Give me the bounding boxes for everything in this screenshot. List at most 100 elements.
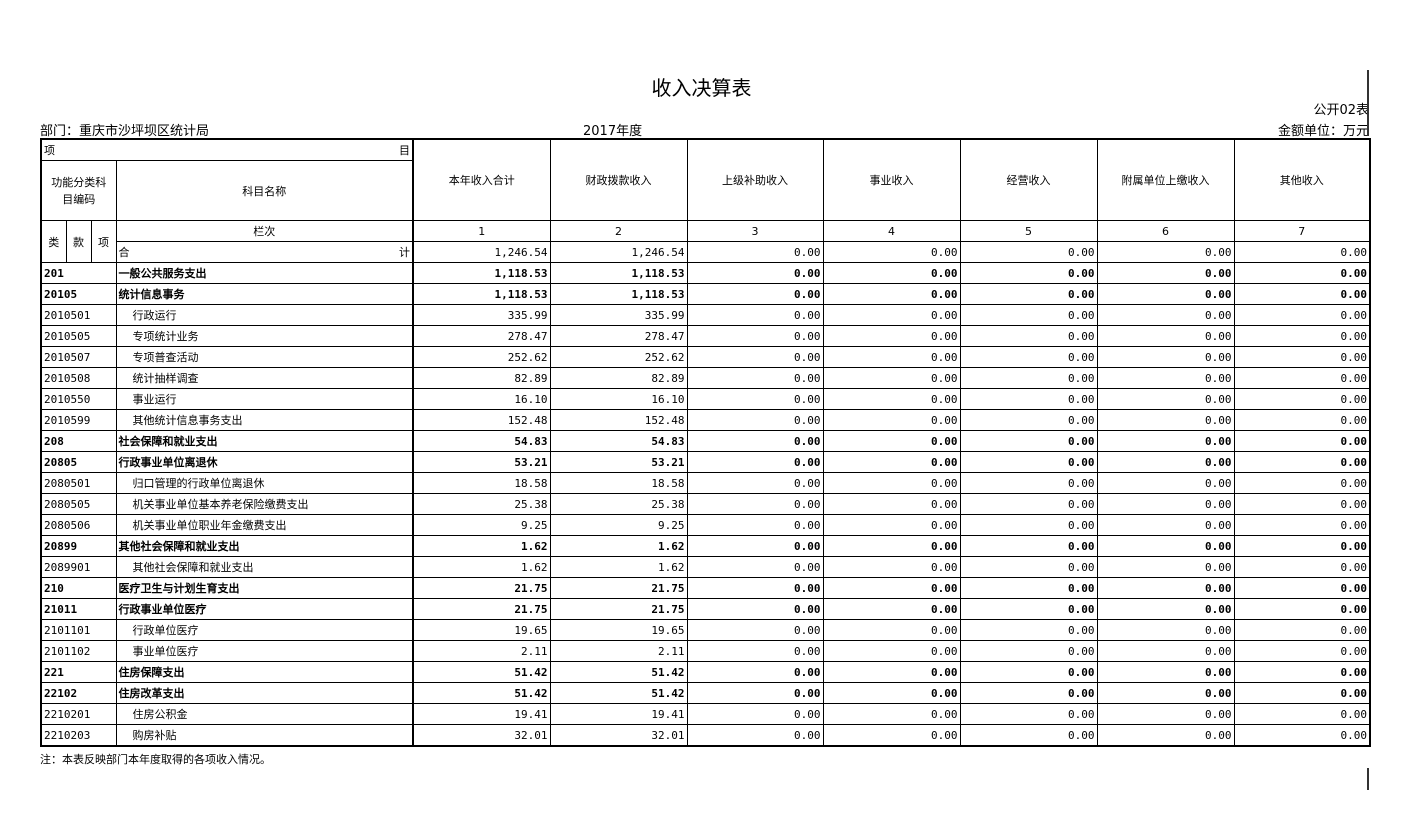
subject-code: 21011: [40, 598, 117, 620]
amount-cell: 0.00: [1096, 661, 1235, 683]
subject-code: 2010501: [40, 304, 117, 326]
col-header: 附属单位上缴收入: [1096, 138, 1235, 221]
amount-cell: 19.65: [549, 619, 688, 641]
amount-cell: 1.62: [412, 556, 551, 578]
amount-cell: 0.00: [686, 598, 824, 620]
amount-cell: 51.42: [549, 661, 688, 683]
kuan-header: 款: [65, 220, 92, 263]
amount-cell: 0.00: [822, 304, 961, 326]
code-header: 功能分类科目编码: [40, 160, 117, 221]
table-row: 201 一般公共服务支出 1,118.53 1,118.53 0.00 0.00 0.00 0…: [40, 262, 1371, 284]
amount-cell: 19.41: [549, 703, 688, 725]
total-value: 0.00: [1096, 241, 1235, 263]
amount-cell: 1.62: [549, 556, 688, 578]
amount-cell: 1,118.53: [549, 283, 688, 305]
amount-cell: 21.75: [549, 598, 688, 620]
amount-cell: 0.00: [1096, 640, 1235, 662]
col-header: 经营收入: [959, 138, 1098, 221]
amount-cell: 0.00: [686, 556, 824, 578]
subject-code: 2010508: [40, 367, 117, 389]
page-edge-mark: [1367, 768, 1369, 790]
table-row: 2101101 行政单位医疗 19.65 19.65 0.00 0.00 0.00 0.00 0…: [40, 619, 1371, 641]
amount-cell: 0.00: [1233, 661, 1371, 683]
subject-name: 机关事业单位职业年金缴费支出: [115, 514, 414, 536]
subject-code: 20105: [40, 283, 117, 305]
subject-name: 统计信息事务: [115, 283, 414, 305]
amount-cell: 53.21: [549, 451, 688, 473]
amount-cell: 0.00: [822, 640, 961, 662]
amount-cell: 1,118.53: [549, 262, 688, 284]
amount-cell: 0.00: [959, 346, 1098, 368]
amount-cell: 25.38: [549, 493, 688, 515]
subject-code: 2010507: [40, 346, 117, 368]
amount-cell: 0.00: [1096, 598, 1235, 620]
amount-cell: 278.47: [412, 325, 551, 347]
amount-cell: 0.00: [959, 430, 1098, 452]
amount-cell: 0.00: [959, 682, 1098, 704]
amount-cell: 0.00: [1233, 619, 1371, 641]
total-value: 0.00: [959, 241, 1098, 263]
subject-code: 208: [40, 430, 117, 452]
amount-cell: 0.00: [822, 325, 961, 347]
subject-name: 行政事业单位离退休: [115, 451, 414, 473]
amount-cell: 82.89: [412, 367, 551, 389]
subject-name: 医疗卫生与计划生育支出: [115, 577, 414, 599]
amount-cell: 0.00: [822, 556, 961, 578]
amount-cell: 0.00: [1233, 346, 1371, 368]
amount-cell: 0.00: [686, 619, 824, 641]
amount-cell: 0.00: [959, 598, 1098, 620]
amount-cell: 335.99: [549, 304, 688, 326]
amount-cell: 0.00: [1233, 493, 1371, 515]
amount-cell: 0.00: [1096, 703, 1235, 725]
amount-cell: 0.00: [959, 619, 1098, 641]
subject-name: 统计抽样调查: [115, 367, 414, 389]
subject-name: 机关事业单位基本养老保险缴费支出: [115, 493, 414, 515]
amount-cell: 0.00: [959, 388, 1098, 410]
total-row: 合计 1,246.54 1,246.54 0.00 0.00 0.00 0.00…: [41, 241, 1371, 263]
amount-cell: 0.00: [822, 430, 961, 452]
amount-cell: 0.00: [1233, 703, 1371, 725]
amount-cell: 0.00: [959, 409, 1098, 431]
amount-cell: 0.00: [822, 577, 961, 599]
amount-cell: 0.00: [959, 262, 1098, 284]
subject-code: 2101102: [40, 640, 117, 662]
amount-cell: 0.00: [1233, 367, 1371, 389]
amount-cell: 0.00: [1233, 556, 1371, 578]
table-row: 2010505 专项统计业务 278.47 278.47 0.00 0.00 0.00 0.0…: [40, 325, 1371, 347]
subject-name: 住房保障支出: [115, 661, 414, 683]
amount-cell: 0.00: [686, 577, 824, 599]
amount-cell: 0.00: [959, 367, 1098, 389]
fiscal-year: 2017年度: [583, 124, 643, 139]
amount-cell: 0.00: [822, 619, 961, 641]
amount-cell: 0.00: [686, 346, 824, 368]
amount-cell: 0.00: [686, 535, 824, 557]
amount-cell: 18.58: [412, 472, 551, 494]
department: 部门：重庆市沙坪坝区统计局: [40, 124, 210, 139]
amount-cell: 0.00: [822, 661, 961, 683]
amount-cell: 0.00: [1096, 682, 1235, 704]
subject-code: 2080506: [40, 514, 117, 536]
subject-code: 2089901: [40, 556, 117, 578]
amount-cell: 0.00: [1096, 388, 1235, 410]
table-row: 20105 统计信息事务 1,118.53 1,118.53 0.00 0.00 0.00 0…: [40, 283, 1371, 305]
amount-cell: 0.00: [822, 493, 961, 515]
col-number: 3: [686, 220, 824, 242]
amount-cell: 0.00: [1096, 556, 1235, 578]
amount-cell: 0.00: [822, 598, 961, 620]
table-row: 2010599 其他统计信息事务支出 152.48 152.48 0.00 0.00 0.0…: [40, 409, 1371, 431]
amount-cell: 0.00: [1096, 514, 1235, 536]
subject-name: 行政事业单位医疗: [115, 598, 414, 620]
amount-cell: 18.58: [549, 472, 688, 494]
subject-name: 社会保障和就业支出: [115, 430, 414, 452]
table-row: 221 住房保障支出 51.42 51.42 0.00 0.00 0.00 0.00 0.00: [40, 661, 1371, 683]
amount-cell: 0.00: [1096, 409, 1235, 431]
amount-cell: 0.00: [959, 304, 1098, 326]
amount-cell: 0.00: [959, 661, 1098, 683]
subject-code: 221: [40, 661, 117, 683]
lei-header: 类: [40, 220, 67, 263]
col-header: 事业收入: [822, 138, 961, 221]
amount-cell: 0.00: [686, 472, 824, 494]
subject-code: 2080505: [40, 493, 117, 515]
amount-cell: 335.99: [412, 304, 551, 326]
subject-name: 归口管理的行政单位离退休: [115, 472, 414, 494]
